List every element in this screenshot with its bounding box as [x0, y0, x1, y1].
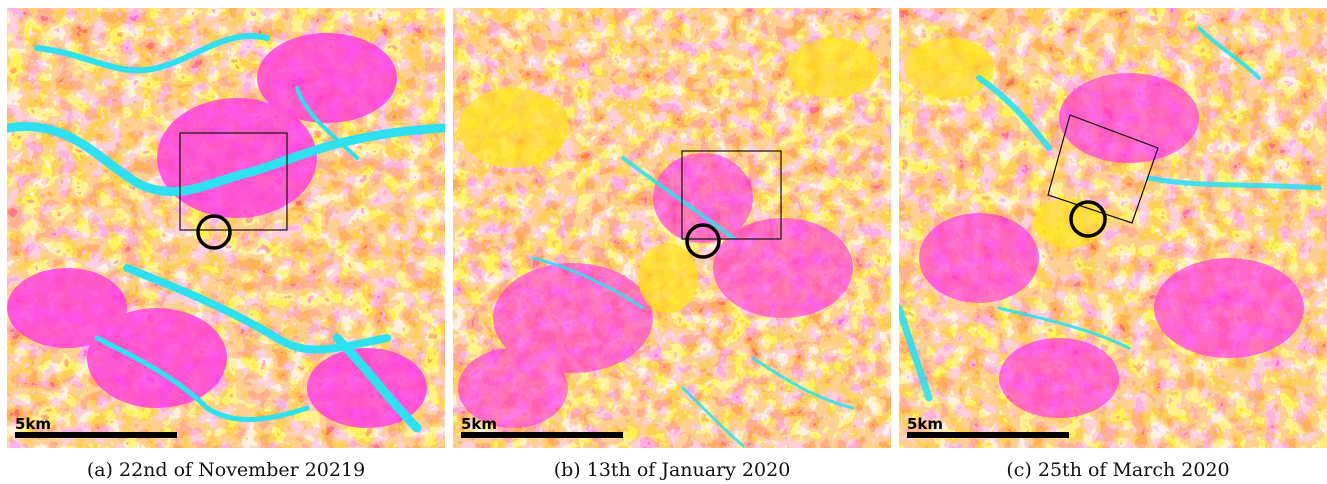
- satellite-image-b: [453, 8, 891, 448]
- region-box-a: [179, 132, 288, 231]
- satellite-image-a: [7, 8, 445, 448]
- annotation-overlay-c: [1047, 114, 1159, 238]
- region-box-b: [681, 150, 782, 240]
- satellite-panel-b: 5km: [453, 8, 891, 448]
- scale-label-a: 5km: [15, 415, 52, 433]
- annotation-overlay-a: [179, 132, 288, 250]
- caption-c: (c) 25th of March 2020: [1006, 459, 1230, 481]
- scale-bar-a: [15, 432, 177, 438]
- scale-label-c: 5km: [907, 415, 944, 433]
- satellite-image-c: [899, 8, 1327, 448]
- caption-a: (a) 22nd of November 20219: [86, 459, 366, 481]
- satellite-panel-a: 5km: [7, 8, 445, 448]
- satellite-panel-c: 5km: [899, 8, 1327, 448]
- region-box-c: [1047, 114, 1159, 224]
- target-circle-b: [685, 223, 721, 259]
- target-circle-a: [196, 214, 232, 250]
- caption-b: (b) 13th of January 2020: [553, 459, 791, 481]
- annotation-overlay-b: [681, 150, 782, 259]
- scale-bar-c: [907, 432, 1069, 438]
- scale-bar-b: [461, 432, 623, 438]
- scale-label-b: 5km: [461, 415, 498, 433]
- target-circle-c: [1069, 200, 1107, 238]
